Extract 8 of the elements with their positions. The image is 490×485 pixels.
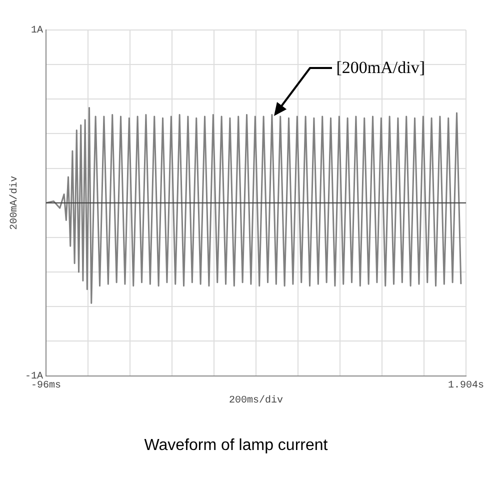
y-axis-title: 200mA/div: [8, 176, 21, 230]
text: Waveform of lamp current: [144, 436, 328, 454]
x-axis-title: 200ms/div: [228, 394, 284, 406]
x-tick-label: 1.904s: [448, 380, 484, 392]
annotation: [200mA/div]: [336, 58, 426, 77]
x-tick-label: -96ms: [30, 380, 62, 392]
y-tick-label: 1A: [30, 26, 44, 37]
y-tick-label: -1A: [24, 371, 44, 382]
